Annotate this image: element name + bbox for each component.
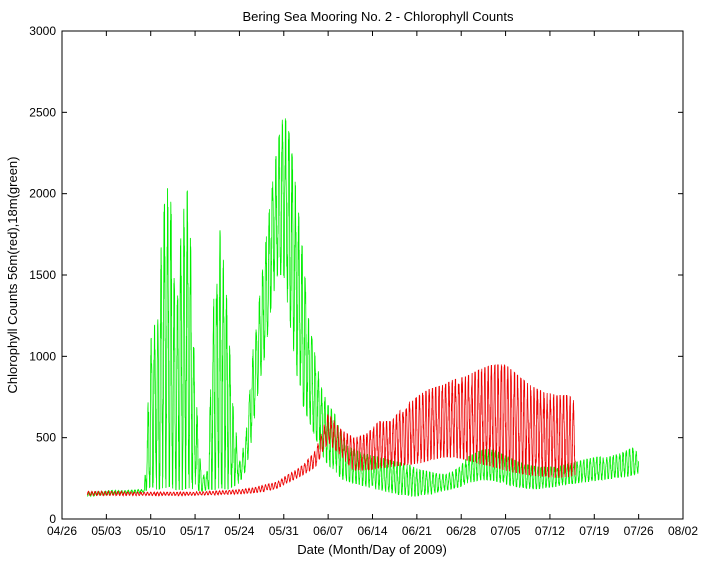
y-tick-label: 2000 [29,187,56,201]
x-tick-label: 06/07 [313,524,343,538]
x-tick-label: 06/21 [402,524,432,538]
x-tick-label: 07/26 [624,524,654,538]
x-tick-label: 05/03 [91,524,121,538]
chart-title: Bering Sea Mooring No. 2 - Chlorophyll C… [243,9,514,24]
series-layer [86,118,640,498]
x-tick-label: 07/19 [579,524,609,538]
x-tick-label: 05/10 [136,524,166,538]
axis-ticks: 04/26 05/03 05/10 05/17 05/24 05/31 06/07 06/14… [29,24,698,538]
x-tick-label: 05/17 [180,524,210,538]
x-tick-label: 07/12 [535,524,565,538]
series-line-red-56m [86,364,576,497]
x-tick-label: 08/02 [668,524,698,538]
y-tick-label: 2500 [29,105,56,119]
x-axis-title: Date (Month/Day of 2009) [297,542,447,557]
x-tick-label: 05/24 [224,524,254,538]
x-tick-label: 05/31 [269,524,299,538]
series-line-green-18m [87,118,640,498]
y-tick-label: 1000 [29,349,56,363]
x-tick-label: 07/05 [491,524,521,538]
y-tick-label: 0 [49,512,56,526]
x-tick-label: 04/26 [47,524,77,538]
y-axis-title: Chlorophyll Counts 56m(red),18m(green) [5,157,20,394]
x-tick-label: 06/14 [357,524,387,538]
y-tick-label: 500 [36,431,56,445]
y-tick-label: 3000 [29,24,56,38]
x-tick-label: 06/28 [446,524,476,538]
y-tick-label: 1500 [29,268,56,282]
